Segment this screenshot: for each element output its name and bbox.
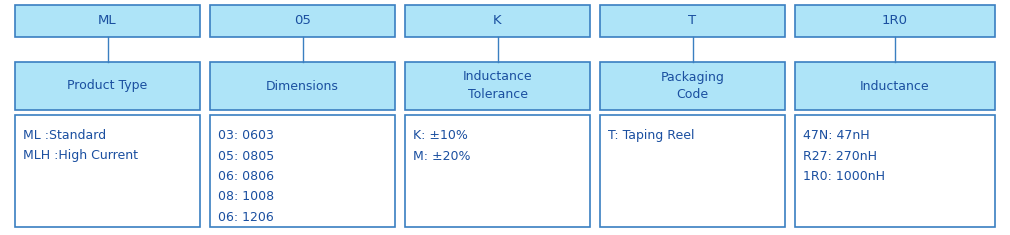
Bar <box>15 5 200 37</box>
Bar <box>600 115 785 227</box>
Bar <box>405 5 590 37</box>
Bar <box>600 62 785 110</box>
Bar <box>795 62 995 110</box>
Bar <box>15 62 200 110</box>
Bar <box>405 62 590 110</box>
Text: K: K <box>493 15 502 27</box>
Text: 05: 05 <box>294 15 311 27</box>
Bar <box>210 115 395 227</box>
Text: Packaging
Code: Packaging Code <box>661 70 724 102</box>
Bar <box>600 5 785 37</box>
Bar <box>795 115 995 227</box>
Text: ML: ML <box>98 15 117 27</box>
Bar <box>795 5 995 37</box>
Text: Inductance: Inductance <box>861 79 930 93</box>
Text: T: T <box>689 15 697 27</box>
Text: T: Taping Reel: T: Taping Reel <box>608 129 695 142</box>
Bar <box>210 5 395 37</box>
Text: 1R0: 1R0 <box>882 15 908 27</box>
Text: Dimensions: Dimensions <box>266 79 339 93</box>
Text: Inductance
Tolerance: Inductance Tolerance <box>463 70 532 102</box>
Bar <box>210 62 395 110</box>
Text: ML :Standard
MLH :High Current: ML :Standard MLH :High Current <box>23 129 138 162</box>
Text: Product Type: Product Type <box>68 79 147 93</box>
Bar <box>405 115 590 227</box>
Text: K: ±10%
M: ±20%: K: ±10% M: ±20% <box>413 129 471 162</box>
Text: 03: 0603
05: 0805
06: 0806
08: 1008
06: 1206: 03: 0603 05: 0805 06: 0806 08: 1008 06: … <box>218 129 275 224</box>
Text: 47N: 47nH
R27: 270nH
1R0: 1000nH: 47N: 47nH R27: 270nH 1R0: 1000nH <box>803 129 885 183</box>
Bar <box>15 115 200 227</box>
